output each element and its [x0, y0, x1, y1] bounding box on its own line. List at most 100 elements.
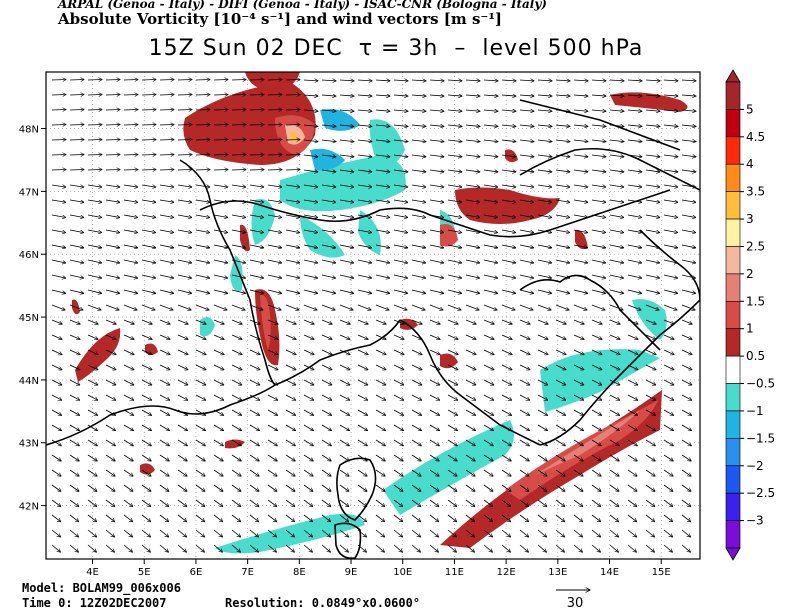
wind-arrow	[411, 379, 422, 385]
wind-arrow	[105, 244, 120, 248]
wind-arrow	[411, 259, 426, 263]
wind-arrow	[105, 199, 120, 202]
wind-arrow	[51, 214, 66, 217]
wind-arrow	[645, 199, 660, 202]
wind-arrow	[447, 304, 461, 310]
wind-arrow	[141, 409, 152, 415]
wind-arrow	[609, 544, 618, 552]
wind-arrow	[267, 379, 278, 385]
wind-arrow	[537, 514, 547, 522]
wind-arrow	[501, 529, 511, 537]
wind-arrow	[627, 394, 638, 400]
wind-arrow	[375, 454, 385, 461]
wind-arrow	[411, 454, 421, 461]
wind-arrow	[159, 379, 170, 385]
wind-arrow	[555, 229, 570, 233]
wind-arrow	[357, 424, 367, 431]
wind-arrow	[249, 334, 260, 339]
wind-arrow	[537, 454, 547, 461]
wind-arrow	[447, 349, 458, 355]
wind-arrow	[213, 334, 224, 339]
wind-arrow	[195, 529, 205, 537]
wind-arrow	[645, 110, 660, 111]
wind-arrow	[177, 185, 192, 187]
wind-arrow	[321, 244, 336, 248]
wind-arrow	[105, 229, 120, 233]
wind-arrow	[627, 155, 642, 157]
wind-arrow	[393, 514, 403, 522]
wind-arrow	[357, 199, 372, 202]
wind-arrow	[267, 424, 277, 431]
wind-arrow	[537, 125, 552, 126]
wind-arrow	[483, 259, 498, 263]
wind-arrow	[519, 229, 534, 233]
wind-arrow	[141, 244, 156, 248]
wind-arrow	[663, 334, 674, 339]
colorbar-label: 5	[746, 102, 754, 116]
wind-arrow	[69, 544, 78, 552]
wind-arrow	[303, 484, 313, 491]
wind-arrow	[69, 469, 79, 476]
wind-arrow	[645, 409, 656, 415]
wind-arrow	[285, 424, 295, 431]
wind-arrow	[357, 229, 372, 233]
wind-arrow	[411, 394, 422, 400]
wind-arrow	[231, 259, 246, 263]
wind-arrow	[573, 499, 583, 507]
wind-arrow	[303, 155, 318, 157]
wind-arrow	[51, 469, 61, 476]
wind-arrow	[537, 319, 548, 324]
wind-arrow	[357, 125, 372, 126]
wind-arrow	[267, 274, 282, 278]
wind-arrow	[195, 259, 210, 263]
wind-arrow	[195, 499, 205, 507]
wind-arrow	[321, 334, 332, 339]
wind-arrow	[555, 349, 566, 355]
wind-arrow	[537, 199, 552, 202]
wind-arrow	[303, 379, 314, 385]
wind-arrow	[447, 469, 457, 476]
wind-arrow	[159, 244, 174, 248]
wind-arrow	[591, 469, 601, 476]
wind-arrow	[177, 454, 187, 461]
wind-arrow	[339, 95, 354, 96]
wind-arrow	[285, 244, 300, 248]
wind-arrow	[537, 529, 547, 537]
wind-arrow	[249, 349, 260, 355]
wind-arrow	[411, 544, 420, 552]
wind-arrow	[663, 170, 678, 172]
wind-arrow	[429, 125, 444, 126]
wind-arrow	[339, 409, 350, 415]
wind-arrow	[159, 319, 170, 324]
wind-arrow	[69, 379, 80, 385]
wind-arrow	[627, 185, 642, 187]
wind-arrow	[681, 259, 696, 263]
wind-arrow	[663, 110, 678, 111]
wind-arrow	[51, 394, 62, 400]
wind-arrow	[303, 170, 318, 172]
wind-arrow	[501, 424, 511, 431]
wind-arrow	[213, 544, 222, 552]
wind-arrow	[609, 199, 624, 202]
x-tick-label: 6E	[190, 567, 203, 578]
wind-arrow	[447, 274, 462, 278]
wind-arrow	[177, 304, 191, 310]
wind-arrow	[375, 319, 386, 324]
wind-vector-field	[51, 80, 696, 553]
wind-arrow	[591, 394, 602, 400]
wind-arrow	[231, 304, 245, 310]
wind-arrow	[501, 214, 516, 217]
wind-arrow	[123, 364, 134, 370]
wind-arrow	[141, 259, 156, 263]
wind-arrow	[555, 185, 570, 187]
wind-arrow	[645, 274, 660, 278]
wind-arrow	[141, 185, 156, 187]
wind-arrow	[357, 110, 372, 111]
wind-arrow	[555, 170, 570, 172]
wind-arrow	[429, 95, 444, 96]
wind-arrow	[231, 424, 241, 431]
wind-arrow	[411, 409, 422, 415]
wind-arrow	[285, 334, 296, 339]
wind-arrow	[105, 364, 116, 370]
wind-arrow	[429, 364, 440, 370]
